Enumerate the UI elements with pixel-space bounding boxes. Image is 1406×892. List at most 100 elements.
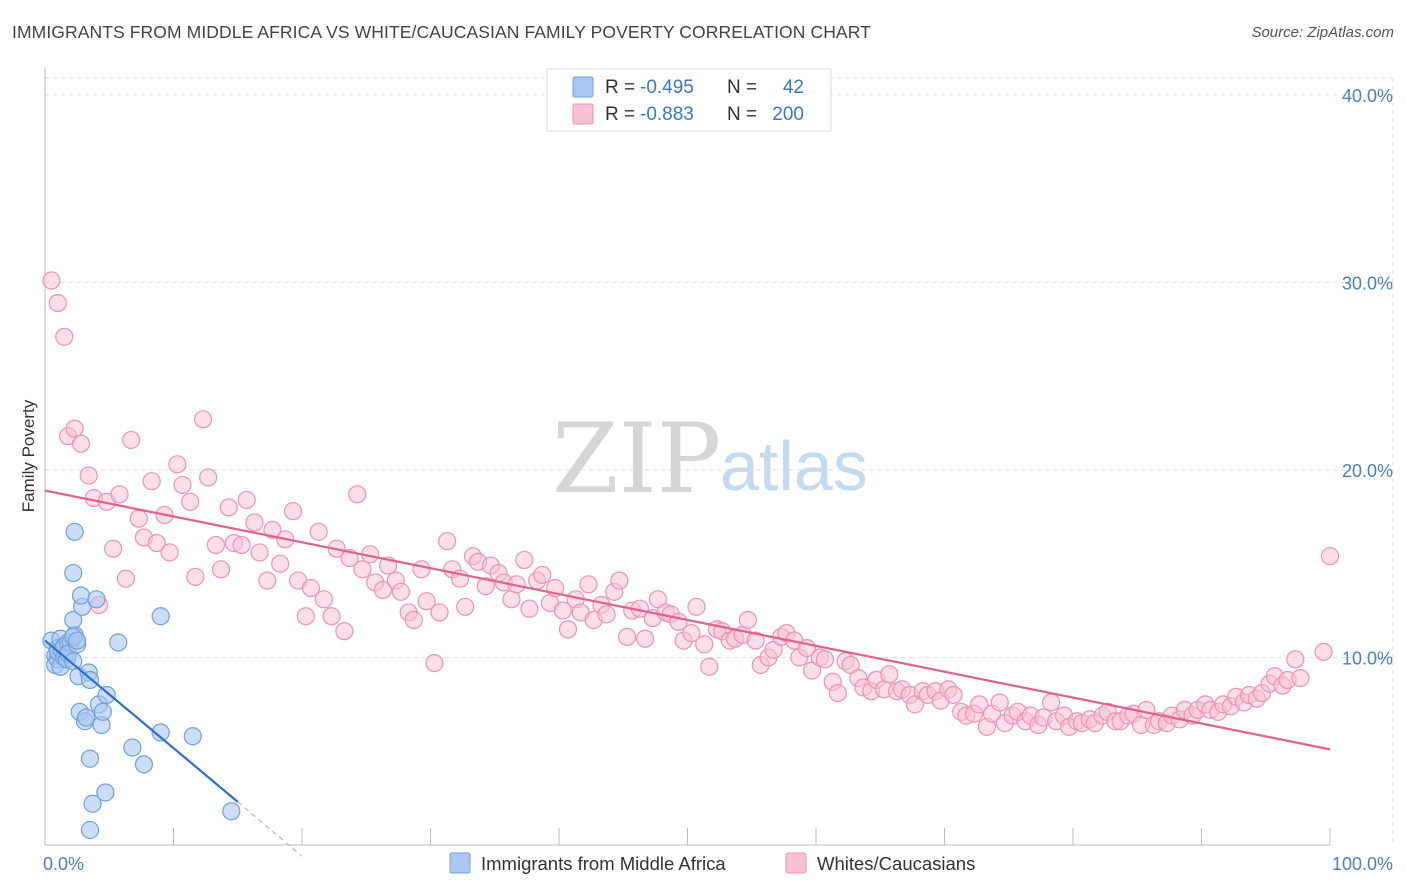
data-point-whites <box>815 650 835 669</box>
data-point-whites <box>746 631 765 650</box>
data-point-whites <box>700 657 719 676</box>
data-point-whites <box>168 455 187 474</box>
legend-swatch-whites <box>572 103 594 125</box>
data-point-middle-africa <box>71 586 91 605</box>
data-point-whites <box>597 605 616 624</box>
watermark: ZIP atlas <box>552 403 868 515</box>
data-point-whites <box>322 607 341 626</box>
legend-label-middle-africa: Immigrants from Middle Africa <box>481 853 726 874</box>
data-point-whites <box>476 577 495 596</box>
trendlines <box>44 489 1331 857</box>
data-point-middle-africa <box>68 631 87 650</box>
data-point-whites <box>129 509 148 528</box>
data-point-whites <box>121 430 141 450</box>
legend-n-label: N = <box>727 104 757 125</box>
data-point-middle-africa <box>109 633 128 652</box>
legend-swatch-whites <box>785 852 807 874</box>
data-point-whites <box>1314 642 1333 661</box>
legend-swatch-middle-africa <box>449 852 471 874</box>
x-tick-label: 100.0% <box>1332 854 1393 874</box>
data-point-whites <box>237 490 256 510</box>
data-point-whites <box>245 513 264 532</box>
legend-n-label: N = <box>727 77 757 98</box>
legend-r-value: -0.495 <box>640 77 694 98</box>
data-point-middle-africa <box>97 685 116 705</box>
data-point-whites <box>430 603 449 622</box>
data-point-whites <box>116 569 136 588</box>
y-axis-label: Family Poverty <box>19 399 38 512</box>
data-point-middle-africa <box>123 738 142 757</box>
legend-label-whites: Whites/Caucasians <box>817 853 975 874</box>
y-tick-label: 20.0% <box>1342 461 1393 481</box>
data-point-middle-africa <box>64 610 83 630</box>
data-point-whites <box>48 293 67 313</box>
data-point-whites <box>283 502 303 521</box>
data-point-whites <box>990 693 1009 712</box>
data-point-whites <box>373 580 393 600</box>
data-point-whites <box>579 575 598 594</box>
data-point-whites <box>438 532 457 551</box>
watermark-zip: ZIP <box>552 403 721 515</box>
series-legend: Immigrants from Middle Africa Whites/Cau… <box>449 852 975 874</box>
axes <box>44 68 1331 846</box>
data-point-whites <box>250 543 269 562</box>
trendline-middle-africa <box>44 639 239 803</box>
data-point-whites <box>301 578 321 598</box>
data-point-whites <box>181 492 200 511</box>
data-point-middle-africa <box>93 702 112 721</box>
data-point-middle-africa <box>222 802 241 821</box>
data-point-whites <box>412 560 431 579</box>
data-point-whites <box>173 475 192 495</box>
data-point-middle-africa <box>134 755 154 774</box>
y-tick-label: 30.0% <box>1342 273 1393 293</box>
data-point-whites <box>309 522 328 541</box>
data-point-whites <box>610 571 629 590</box>
data-point-whites <box>391 582 411 601</box>
data-point-whites <box>147 533 166 553</box>
data-point-middle-africa <box>80 749 100 768</box>
data-point-whites <box>42 271 61 290</box>
data-point-whites <box>682 623 701 643</box>
data-point-middle-africa <box>96 783 115 802</box>
data-point-whites <box>425 653 444 673</box>
data-point-whites <box>186 567 205 586</box>
data-point-whites <box>1286 650 1305 669</box>
data-point-whites <box>314 590 333 609</box>
data-point-middle-africa <box>64 563 83 583</box>
data-point-whites <box>348 485 367 504</box>
legend-n-value: 200 <box>772 104 804 125</box>
x-tick-label: 0.0% <box>43 854 84 874</box>
data-point-whites <box>944 685 963 705</box>
data-point-whites <box>558 620 578 639</box>
data-point-middle-africa <box>183 727 202 746</box>
data-point-whites <box>193 410 213 429</box>
stats-legend-box <box>546 68 832 132</box>
data-point-whites <box>880 665 899 684</box>
legend-r-label: R = <box>605 104 635 125</box>
data-point-whites <box>520 599 539 618</box>
data-point-whites <box>211 560 231 579</box>
data-point-middle-africa <box>151 607 170 626</box>
data-point-whites <box>1291 668 1310 688</box>
data-point-middle-africa <box>77 708 96 727</box>
data-point-whites <box>271 554 290 573</box>
data-point-whites <box>206 535 226 555</box>
trendline-whites <box>44 489 1331 751</box>
data-point-middle-africa <box>83 794 102 813</box>
data-point-middle-africa <box>80 820 100 840</box>
data-point-whites <box>417 592 436 611</box>
data-point-middle-africa <box>65 522 84 541</box>
data-point-whites <box>404 610 423 630</box>
data-point-whites <box>687 597 706 616</box>
data-point-whites <box>553 601 572 620</box>
y-tick-labels: 10.0% 20.0% 30.0% 40.0% <box>1342 86 1393 669</box>
data-point-whites <box>515 550 534 570</box>
series-middle-africa-points <box>42 522 241 840</box>
data-point-whites <box>456 597 475 616</box>
data-point-whites <box>296 607 315 626</box>
data-point-whites <box>695 635 714 654</box>
legend-swatch-middle-africa <box>572 76 594 98</box>
x-tick-labels: 0.0% 100.0% <box>43 854 1393 874</box>
stats-legend: R = -0.495 N = 42 R = -0.883 N = 200 <box>546 68 832 132</box>
